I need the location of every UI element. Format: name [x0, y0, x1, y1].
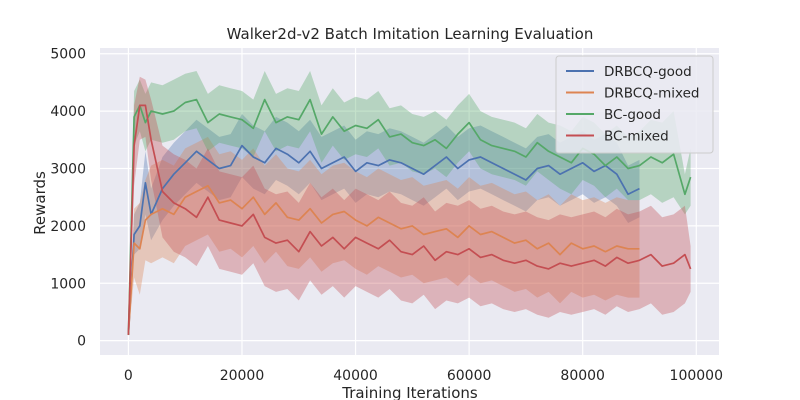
- legend-label-bc-good: BC-good: [604, 107, 661, 123]
- y-tick-labels: 0 1000 2000 3000 4000 5000: [50, 47, 86, 350]
- legend-label-drbcq-good: DRBCQ-good: [604, 64, 692, 80]
- x-tick-label: 80000: [560, 368, 605, 384]
- legend-label-bc-mixed: BC-mixed: [604, 129, 669, 145]
- x-tick-label: 0: [124, 368, 133, 384]
- x-tick-label: 40000: [333, 368, 378, 384]
- x-tick-label: 60000: [447, 368, 492, 384]
- band-bc-mixed: [128, 76, 691, 337]
- series-line-drbcq-good: [127, 144, 640, 335]
- y-tick-label: 4000: [50, 104, 86, 120]
- y-tick-label: 1000: [50, 276, 86, 292]
- band-drbcq-good: [128, 114, 640, 337]
- y-tick-label: 2000: [50, 219, 86, 235]
- confidence-bands: [128, 71, 691, 337]
- y-tick-label: 0: [77, 334, 86, 350]
- series-line-drbcq-mixed: [127, 184, 640, 335]
- series-line-bc-good: [127, 98, 692, 335]
- y-tick-label: 3000: [50, 162, 86, 178]
- legend-label-drbcq-mixed: DRBCQ-mixed: [604, 86, 699, 102]
- series-line-bc-mixed: [127, 104, 692, 335]
- x-tick-label: 100000: [670, 368, 723, 384]
- legend-box: [555, 55, 714, 154]
- y-tick-label: 5000: [50, 47, 86, 63]
- series-lines: [127, 98, 692, 335]
- band-bc-good: [128, 71, 691, 337]
- chart-title: Walker2d-v2 Batch Imitation Learning Eva…: [227, 25, 594, 43]
- band-drbcq-mixed: [128, 136, 640, 337]
- x-tick-label: 20000: [220, 368, 265, 384]
- y-axis-label: Rewards: [31, 171, 49, 235]
- legend: DRBCQ-good DRBCQ-mixed BC-good BC-mixed: [555, 55, 714, 154]
- x-axis-label: Training Iterations: [341, 384, 478, 400]
- x-tick-labels: 0 20000 40000 60000 80000 100000: [124, 368, 723, 384]
